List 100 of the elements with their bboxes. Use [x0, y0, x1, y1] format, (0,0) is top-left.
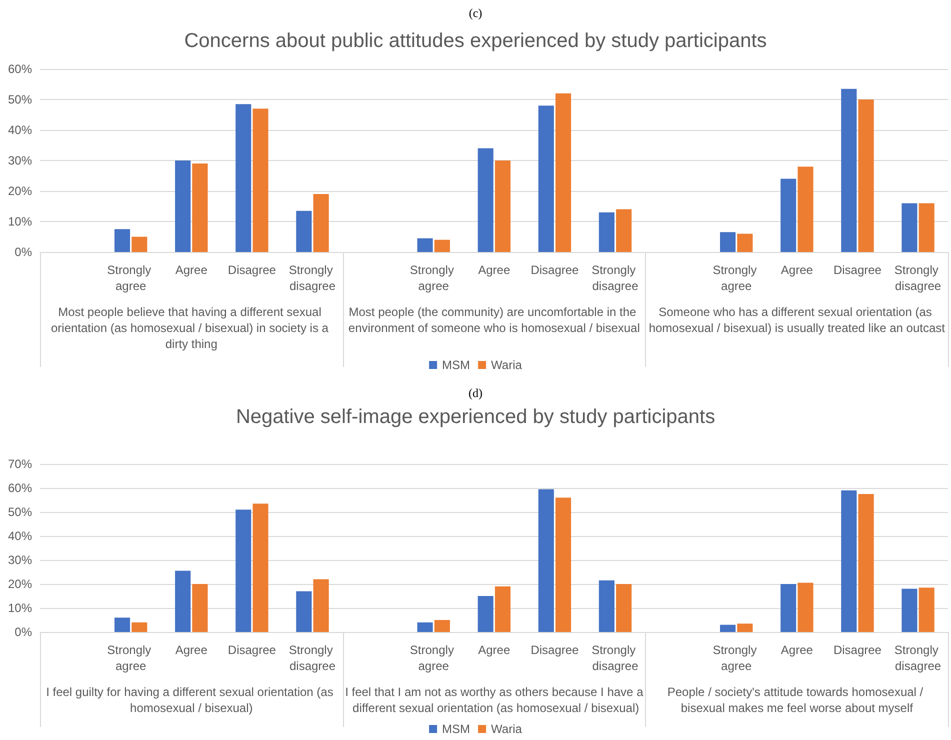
x-tick-label: Disagree — [530, 263, 580, 277]
y-tick-label: 60% — [8, 62, 32, 76]
bar — [478, 148, 494, 252]
x-tick-label: Agree — [175, 263, 208, 277]
y-tick-label: 50% — [8, 92, 32, 106]
bar — [114, 229, 130, 252]
y-tick-label: 30% — [8, 553, 32, 567]
bar — [858, 494, 874, 632]
x-tick-label: Strongly disagree — [592, 263, 639, 293]
bar — [478, 596, 494, 632]
x-tick-label: Disagree — [833, 263, 882, 277]
y-tick-label: 0% — [14, 625, 32, 639]
bar — [902, 203, 918, 252]
x-tick-label: Agree — [175, 643, 208, 657]
bar — [616, 584, 632, 632]
y-tick-label: 10% — [8, 214, 32, 228]
y-tick-label: 20% — [8, 577, 32, 591]
bar — [296, 591, 312, 632]
bar — [841, 88, 857, 252]
x-tick-label: Strongly disagree — [894, 643, 942, 673]
bar — [494, 586, 510, 632]
y-tick-label: 70% — [8, 457, 32, 471]
legend-label: Waria — [491, 358, 522, 372]
text: Most people believe that having a different sexual orientation (as homosexual / bisexual) in society is a dirty thing — [50, 305, 332, 351]
bar — [798, 582, 814, 632]
x-tick-label: Strongly agree — [712, 643, 760, 673]
bar — [918, 203, 934, 252]
x-tick-label: Disagree — [833, 643, 882, 657]
x-tick-label: Strongly disagree — [894, 263, 942, 293]
bar — [841, 490, 857, 632]
x-tick-label: Strongly agree — [712, 263, 760, 293]
bar — [236, 510, 252, 632]
bar — [902, 588, 918, 632]
text: Someone who has a different sexual orientation (as homosexual / bisexual) is usually treated like an outcast — [648, 305, 946, 335]
bar — [737, 624, 753, 632]
bar — [192, 584, 208, 632]
bar — [192, 164, 208, 252]
y-tick-label: 0% — [14, 245, 32, 259]
x-tick-label: Strongly agree — [107, 643, 155, 673]
y-tick-label: 40% — [8, 123, 32, 137]
bar — [720, 624, 736, 632]
x-tick-label: Strongly disagree — [288, 263, 336, 293]
bar — [538, 489, 554, 632]
x-tick-label: Strongly agree — [410, 643, 458, 673]
chart-title: Negative self-image experienced by study participants — [236, 406, 716, 428]
text: Most people (the community) are uncomfortable in the environment of someone who is homosexual / bisexual — [348, 305, 640, 335]
bar — [555, 93, 572, 252]
x-tick-label: Disagree — [228, 643, 276, 657]
x-tick-label: Strongly disagree — [288, 643, 336, 673]
bar — [780, 584, 796, 632]
bar — [252, 108, 268, 252]
bar — [313, 579, 329, 632]
bar — [417, 622, 433, 632]
legend-label: MSM — [442, 358, 470, 372]
text: People / society's attitude towards homosexual / bisexual makes me feel worse about myself — [667, 685, 926, 715]
legend-label: Waria — [491, 722, 522, 736]
bar — [252, 504, 268, 632]
bar — [720, 232, 736, 252]
bar — [616, 209, 632, 252]
bar — [132, 622, 148, 632]
chart-subtitle: (d) — [468, 386, 482, 400]
bar — [114, 618, 130, 632]
x-tick-label: Strongly agree — [410, 263, 458, 293]
x-tick-label: Disagree — [530, 643, 580, 657]
x-tick-label: Agree — [780, 263, 814, 277]
x-tick-label: Agree — [780, 643, 814, 657]
chart-title: Concerns about public attitudes experienced by study participants — [184, 30, 767, 52]
x-tick-label: Agree — [478, 263, 510, 277]
bar — [434, 620, 450, 632]
bar — [236, 104, 252, 252]
bar — [598, 212, 614, 252]
y-tick-label: 20% — [8, 184, 32, 198]
x-tick-label: Strongly agree — [107, 263, 155, 293]
bar — [538, 106, 554, 252]
bar — [798, 166, 814, 252]
x-tick-label: Agree — [478, 643, 510, 657]
text: I feel guilty for having a different sexual orientation (as homosexual / bisexual) — [46, 685, 337, 715]
y-tick-label: 10% — [8, 601, 32, 615]
bar — [417, 238, 433, 252]
chart-subtitle: (c) — [468, 6, 482, 20]
y-tick-label: 50% — [8, 505, 32, 519]
text: I feel that I am not as worthy as others because I have a different sexual orientation (as homosexual / bisexual) — [345, 685, 644, 715]
y-tick-label: 40% — [8, 529, 32, 543]
bar — [494, 160, 510, 252]
y-tick-label: 60% — [8, 481, 32, 495]
bar — [780, 178, 796, 252]
bar — [555, 498, 572, 632]
x-tick-label: Strongly disagree — [592, 643, 639, 673]
bar — [296, 210, 312, 252]
bar — [313, 194, 329, 252]
legend-label: MSM — [442, 722, 470, 736]
bar — [598, 580, 614, 632]
bar — [175, 160, 191, 252]
bar — [132, 236, 148, 252]
bar — [918, 588, 934, 632]
x-tick-label: Disagree — [228, 263, 276, 277]
bar — [175, 570, 191, 632]
bar — [858, 100, 874, 252]
bar — [737, 234, 753, 252]
bar — [434, 240, 450, 252]
